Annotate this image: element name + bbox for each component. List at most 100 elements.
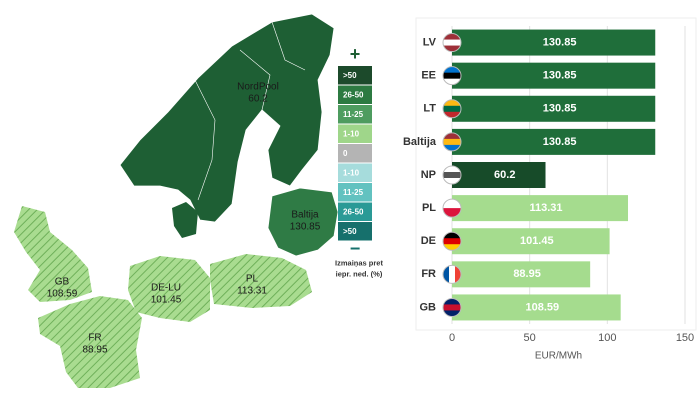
legend-label: 1-10 bbox=[343, 129, 360, 138]
flag-ring bbox=[442, 198, 462, 218]
region-value: 113.31 bbox=[237, 286, 267, 297]
legend-swatch bbox=[338, 66, 372, 85]
bar bbox=[452, 261, 591, 288]
legend: + >50 26-50 11-25 1-10 0 1-10 11-25 26-50 >50 −Izm… bbox=[335, 44, 383, 279]
category-label: DE bbox=[421, 235, 436, 247]
chart-frame bbox=[415, 17, 697, 331]
x-tick-label: 100 bbox=[598, 332, 616, 344]
flag bbox=[443, 132, 461, 151]
legend-swatch bbox=[338, 85, 372, 104]
legend-swatch bbox=[338, 105, 372, 124]
flag bbox=[443, 298, 461, 317]
value-label: 108.59 bbox=[526, 301, 560, 313]
flag-stripe bbox=[443, 178, 461, 184]
legend-minus: − bbox=[350, 238, 361, 258]
legend-label: 1-10 bbox=[343, 168, 360, 177]
flag-stripe bbox=[443, 66, 461, 74]
x-tick-label: 50 bbox=[524, 332, 536, 344]
flag-stripe bbox=[443, 244, 461, 251]
flag bbox=[443, 199, 461, 218]
flag bbox=[443, 232, 461, 251]
region-name: GB bbox=[55, 277, 70, 288]
flag-ring bbox=[442, 132, 462, 152]
bar bbox=[452, 294, 621, 321]
flag-stripe bbox=[449, 265, 456, 284]
legend-title: Izmaiņas pret bbox=[335, 258, 383, 267]
flag bbox=[443, 166, 461, 184]
value-label: 130.85 bbox=[543, 136, 577, 148]
flag-stripe bbox=[443, 304, 461, 311]
value-label: 130.85 bbox=[543, 103, 577, 115]
denmark bbox=[172, 202, 198, 238]
value-label: 130.85 bbox=[543, 70, 577, 82]
category-label: LV bbox=[423, 36, 437, 48]
flag bbox=[443, 33, 461, 52]
legend-swatch bbox=[338, 163, 372, 182]
region-value: 130.85 bbox=[290, 222, 321, 233]
flag bbox=[443, 265, 461, 284]
flag-ring bbox=[442, 165, 462, 185]
bar-chart: 0 50 100 150 EUR/MWh 130.85 LV 130.85 EE 130.85 LT… bbox=[403, 17, 697, 362]
value-label: 88.95 bbox=[513, 268, 541, 280]
flag-stripe bbox=[443, 45, 461, 52]
bar bbox=[452, 95, 656, 122]
flag bbox=[443, 66, 461, 85]
flag-stripe bbox=[443, 238, 461, 245]
pl-region bbox=[210, 254, 312, 308]
legend-plus: + bbox=[350, 44, 361, 64]
flag-stripe bbox=[443, 144, 461, 151]
region-value: 108.59 bbox=[47, 289, 78, 300]
bar bbox=[452, 62, 656, 89]
map bbox=[14, 13, 339, 388]
flag-stripe bbox=[443, 72, 461, 80]
legend-swatch bbox=[338, 183, 372, 202]
flag-stripe bbox=[443, 105, 461, 113]
legend-title: iepr. ned. (%) bbox=[336, 269, 383, 278]
x-tick-label: 150 bbox=[676, 332, 694, 344]
bar bbox=[452, 29, 656, 56]
flag-ring bbox=[442, 264, 462, 284]
flag-ring bbox=[442, 66, 462, 86]
legend-swatch bbox=[338, 124, 372, 143]
bar bbox=[452, 228, 610, 255]
flag-ring bbox=[442, 231, 462, 251]
legend-swatch bbox=[338, 144, 372, 163]
category-label: Baltija bbox=[403, 136, 437, 148]
flag-stripe bbox=[443, 166, 461, 173]
flag-stripe bbox=[443, 265, 450, 284]
flag-stripe bbox=[443, 298, 461, 305]
x-tick-label: 0 bbox=[449, 332, 455, 344]
category-label: PL bbox=[422, 202, 436, 214]
gb-region bbox=[14, 206, 92, 302]
legend-label: 11-25 bbox=[343, 188, 364, 197]
flag-stripe bbox=[443, 39, 461, 47]
x-axis-label: EUR/MWh bbox=[535, 351, 582, 362]
flag-stripe bbox=[443, 232, 461, 239]
legend-label: 11-25 bbox=[343, 110, 364, 119]
region-name: NordPool bbox=[237, 82, 279, 93]
flag-ring bbox=[442, 297, 462, 317]
flag-stripe bbox=[455, 265, 461, 284]
value-label: 101.45 bbox=[520, 235, 554, 247]
de-region bbox=[128, 256, 210, 322]
region-name: FR bbox=[88, 333, 101, 344]
fr-region bbox=[38, 296, 142, 388]
bar bbox=[452, 195, 629, 222]
flag-stripe bbox=[443, 33, 461, 41]
legend-label: >50 bbox=[343, 71, 357, 80]
category-label: GB bbox=[420, 301, 437, 313]
flag-stripe bbox=[443, 99, 461, 107]
nordic-borders bbox=[194, 21, 306, 201]
category-label: FR bbox=[421, 268, 436, 280]
flag-ring bbox=[442, 33, 462, 53]
category-label: EE bbox=[421, 70, 436, 82]
legend-label: 26-50 bbox=[343, 207, 364, 216]
flag-ring bbox=[442, 99, 462, 119]
bar bbox=[452, 162, 546, 188]
legend-swatch bbox=[338, 202, 372, 221]
bar bbox=[452, 128, 656, 155]
region-name: DE-LU bbox=[151, 283, 181, 294]
flag-stripe bbox=[443, 172, 461, 179]
legend-label: >50 bbox=[343, 227, 357, 236]
